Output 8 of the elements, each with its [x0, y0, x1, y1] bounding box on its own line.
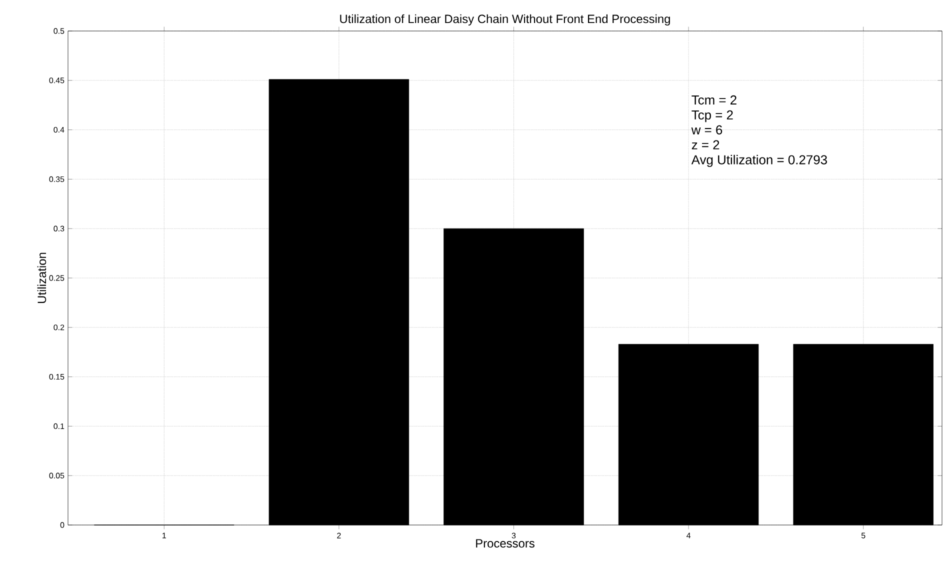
chart-title: Utilization of Linear Daisy Chain Without Front End Processing: [340, 14, 670, 26]
y-axis-title: Utilization: [37, 252, 46, 303]
x-axis-title: Processors: [476, 539, 534, 548]
annotation: w = 6: [691, 125, 722, 134]
annotation: z = 2: [692, 140, 720, 150]
annotation: Tcp = 2: [692, 110, 733, 122]
annotation: Tcm = 2: [692, 95, 736, 105]
annotation: Avg Utilization = 0.2793: [691, 154, 827, 167]
